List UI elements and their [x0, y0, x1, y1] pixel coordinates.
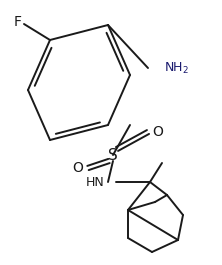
- Text: F: F: [14, 15, 22, 29]
- Text: O: O: [73, 161, 83, 175]
- Text: S: S: [108, 148, 118, 162]
- Text: NH$_2$: NH$_2$: [164, 60, 189, 76]
- Text: O: O: [153, 125, 163, 139]
- Text: HN: HN: [85, 175, 104, 188]
